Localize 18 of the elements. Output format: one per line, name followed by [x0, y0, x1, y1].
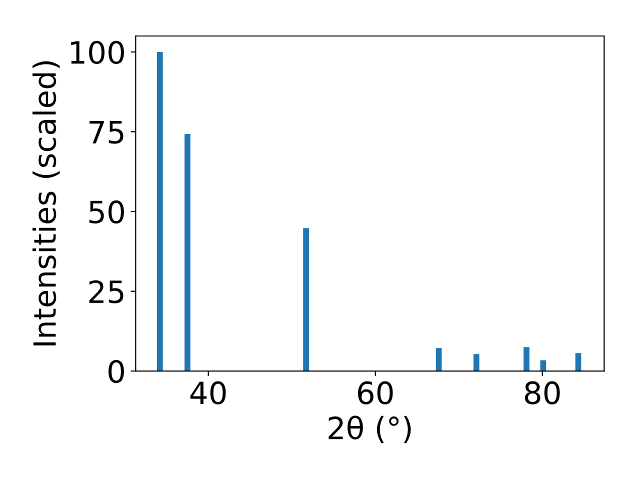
- bar: [524, 347, 530, 372]
- x-tick-label: 80: [524, 381, 560, 404]
- x-tick-label: 60: [358, 381, 393, 404]
- y-axis-title: Intensities (scaled): [32, 61, 60, 346]
- y-tick-label: 100: [70, 40, 124, 64]
- y-tick-label: 75: [90, 121, 124, 144]
- bar: [156, 52, 163, 372]
- bar: [436, 348, 442, 372]
- bar: [184, 134, 190, 372]
- bar: [303, 228, 309, 372]
- bar: [540, 360, 546, 372]
- y-tick-label: 0: [108, 360, 124, 384]
- bar: [473, 354, 480, 372]
- x-tick-label: 40: [190, 381, 226, 404]
- bar: [575, 353, 582, 372]
- y-tick-label: 25: [89, 280, 124, 304]
- x-axis-title: 2θ (°): [328, 416, 411, 444]
- y-tick-label: 50: [89, 200, 124, 224]
